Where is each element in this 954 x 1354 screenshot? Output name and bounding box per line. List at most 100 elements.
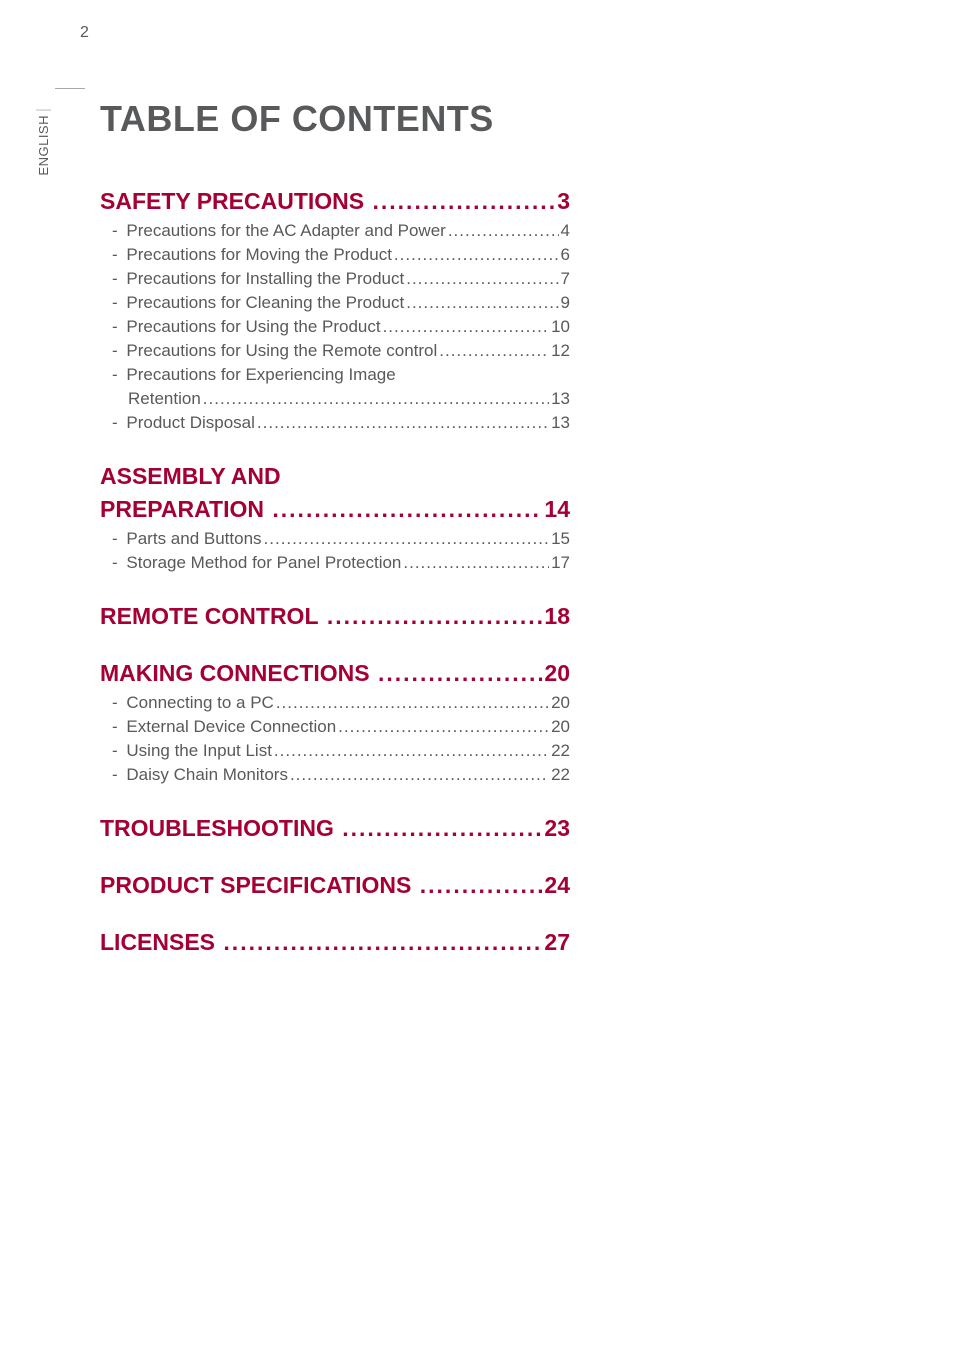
toc: SAFETY PRECAUTIONS 3 - Precautions for th…	[100, 188, 570, 956]
toc-leader	[394, 250, 559, 265]
toc-entry-text: Precautions for Using the Remote control	[126, 341, 437, 361]
toc-heading-page: 14	[544, 496, 570, 523]
toc-heading-text: PRODUCT SPECIFICATIONS	[100, 872, 418, 899]
toc-entry[interactable]: Retention 13	[100, 389, 570, 409]
toc-entry-page: 17	[551, 553, 570, 573]
toc-entry-dash: -	[112, 269, 122, 289]
toc-section: PRODUCT SPECIFICATIONS 24	[100, 872, 570, 899]
toc-entry[interactable]: - External Device Connection 20	[100, 717, 570, 737]
toc-entry[interactable]: - Precautions for Installing the Product…	[100, 269, 570, 289]
toc-leader	[403, 558, 549, 573]
toc-entry[interactable]: - Precautions for Cleaning the Product9	[100, 293, 570, 313]
toc-leader	[373, 192, 556, 215]
toc-heading-text: LICENSES	[100, 929, 221, 956]
toc-entry-text: Precautions for Using the Product	[126, 317, 380, 337]
toc-section-heading[interactable]: TROUBLESHOOTING 23	[100, 815, 570, 842]
toc-heading-text: MAKING CONNECTIONS	[100, 660, 376, 687]
toc-entry-page: 10	[551, 317, 570, 337]
toc-entry-text: Precautions for Installing the Product	[126, 269, 404, 289]
toc-entry[interactable]: - Precautions for Experiencing Image	[100, 365, 570, 385]
toc-heading-page: 3	[557, 188, 570, 215]
toc-entry-text: External Device Connection	[126, 717, 336, 737]
toc-entry[interactable]: - Using the Input List22	[100, 741, 570, 761]
toc-entry-page: 13	[551, 389, 570, 409]
toc-section-heading[interactable]: SAFETY PRECAUTIONS 3	[100, 188, 570, 215]
toc-section-heading[interactable]: PRODUCT SPECIFICATIONS 24	[100, 872, 570, 899]
toc-entry[interactable]: - Connecting to a PC 20	[100, 693, 570, 713]
toc-heading-text: REMOTE CONTROL	[100, 603, 325, 630]
toc-leader	[290, 770, 549, 785]
toc-leader	[378, 664, 542, 687]
toc-entry-page: 7	[561, 269, 570, 289]
toc-leader	[257, 418, 549, 433]
toc-heading-page: 24	[544, 872, 570, 899]
toc-heading-page: 20	[544, 660, 570, 687]
toc-leader	[223, 933, 542, 956]
toc-section-heading[interactable]: MAKING CONNECTIONS 20	[100, 660, 570, 687]
toc-section-heading[interactable]: REMOTE CONTROL 18	[100, 603, 570, 630]
toc-leader	[274, 746, 549, 761]
toc-entry-dash: -	[112, 693, 122, 713]
toc-entry-text: Using the Input List	[126, 741, 272, 761]
toc-heading-page: 27	[544, 929, 570, 956]
toc-leader	[342, 819, 542, 842]
toc-entry[interactable]: - Precautions for Using the Product 10	[100, 317, 570, 337]
toc-entry[interactable]: - Precautions for the AC Adapter and Pow…	[100, 221, 570, 241]
toc-entry[interactable]: - Daisy Chain Monitors 22	[100, 765, 570, 785]
toc-section: REMOTE CONTROL 18	[100, 603, 570, 630]
page-number: 2	[80, 24, 89, 42]
toc-heading-page: 23	[544, 815, 570, 842]
toc-leader	[203, 394, 549, 409]
toc-entry-dash: -	[112, 717, 122, 737]
toc-entry-text: Daisy Chain Monitors	[126, 765, 288, 785]
toc-leader	[272, 500, 542, 523]
toc-section: LICENSES 27	[100, 929, 570, 956]
toc-entry-page: 22	[551, 765, 570, 785]
toc-heading-text: SAFETY PRECAUTIONS	[100, 188, 371, 215]
toc-section-heading[interactable]: PREPARATION 14	[100, 496, 570, 523]
toc-entry-text: Retention	[128, 389, 201, 409]
toc-entry[interactable]: - Precautions for Moving the Product6	[100, 245, 570, 265]
toc-section: SAFETY PRECAUTIONS 3 - Precautions for th…	[100, 188, 570, 433]
toc-heading-page: 18	[544, 603, 570, 630]
toc-leader	[264, 534, 550, 549]
toc-entry-text: Precautions for Moving the Product	[126, 245, 392, 265]
side-rule	[55, 88, 85, 89]
toc-entry-text: Product Disposal	[126, 413, 255, 433]
toc-entry[interactable]: - Parts and Buttons15	[100, 529, 570, 549]
toc-entry-text: Precautions for Experiencing Image	[126, 365, 395, 385]
toc-section-heading[interactable]: LICENSES 27	[100, 929, 570, 956]
toc-leader	[439, 346, 549, 361]
toc-leader	[383, 322, 550, 337]
toc-entry-dash: -	[112, 741, 122, 761]
toc-entry-page: 9	[561, 293, 570, 313]
toc-entry[interactable]: - Product Disposal13	[100, 413, 570, 433]
toc-entry-dash: -	[112, 293, 122, 313]
toc-entry-text: Connecting to a PC	[126, 693, 273, 713]
content-column: TABLE OF CONTENTS SAFETY PRECAUTIONS 3 - …	[100, 98, 570, 956]
toc-entry-page: 20	[551, 693, 570, 713]
toc-entry-page: 15	[551, 529, 570, 549]
toc-entry[interactable]: - Precautions for Using the Remote contr…	[100, 341, 570, 361]
toc-entry-dash: -	[112, 317, 122, 337]
toc-leader	[420, 876, 543, 899]
toc-entry-text: Storage Method for Panel Protection	[126, 553, 401, 573]
toc-entry[interactable]: - Storage Method for Panel Protection17	[100, 553, 570, 573]
toc-leader	[327, 607, 543, 630]
toc-entry-dash: -	[112, 341, 122, 361]
toc-entry-page: 13	[551, 413, 570, 433]
toc-entry-dash: -	[112, 765, 122, 785]
toc-section: MAKING CONNECTIONS 20- Connecting to a P…	[100, 660, 570, 785]
toc-section-heading[interactable]: ASSEMBLY AND	[100, 463, 570, 490]
toc-entry-page: 12	[551, 341, 570, 361]
page-title: TABLE OF CONTENTS	[100, 98, 570, 140]
toc-entry-dash: -	[112, 245, 122, 265]
toc-leader	[398, 370, 568, 385]
toc-leader	[406, 274, 558, 289]
toc-leader	[406, 298, 558, 313]
toc-entry-dash: -	[112, 529, 122, 549]
toc-leader	[448, 226, 559, 241]
toc-entry-dash: -	[112, 221, 122, 241]
toc-entry-page: 20	[551, 717, 570, 737]
page: 2 ENGLISH TABLE OF CONTENTS SAFETY PRECA…	[0, 0, 954, 1354]
